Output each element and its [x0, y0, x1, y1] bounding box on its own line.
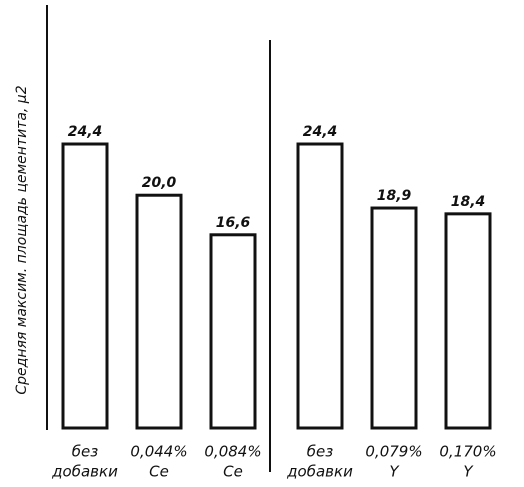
x-tick-label: без — [72, 443, 98, 461]
x-tick-label: без — [307, 443, 333, 461]
value-label: 18,4 — [451, 194, 486, 210]
x-tick-label: Ce — [223, 463, 243, 481]
bar — [296, 142, 344, 430]
bar — [61, 142, 109, 430]
value-label: 24,4 — [68, 124, 103, 140]
x-tick-label: 0,170% — [439, 443, 496, 461]
x-tick-label: Y — [389, 463, 400, 481]
value-label: 16,6 — [216, 215, 251, 231]
x-tick-label: 0,079% — [365, 443, 422, 461]
bar — [444, 212, 492, 430]
x-tick-label: добавки — [51, 463, 118, 481]
x-tick-label: Ce — [149, 463, 169, 481]
x-tick-label: 0,044% — [130, 443, 187, 461]
x-tick-label: 0,084% — [204, 443, 261, 461]
value-label: 20,0 — [142, 175, 177, 191]
x-tick-label: добавки — [286, 463, 353, 481]
value-label: 18,9 — [377, 188, 412, 204]
bar — [135, 193, 183, 430]
bar — [370, 206, 418, 430]
x-tick-label: Y — [463, 463, 474, 481]
y-axis-label: Средняя максим. площадь цементита, μ2 — [14, 85, 30, 394]
bar — [209, 233, 257, 430]
value-label: 24,4 — [303, 124, 338, 140]
